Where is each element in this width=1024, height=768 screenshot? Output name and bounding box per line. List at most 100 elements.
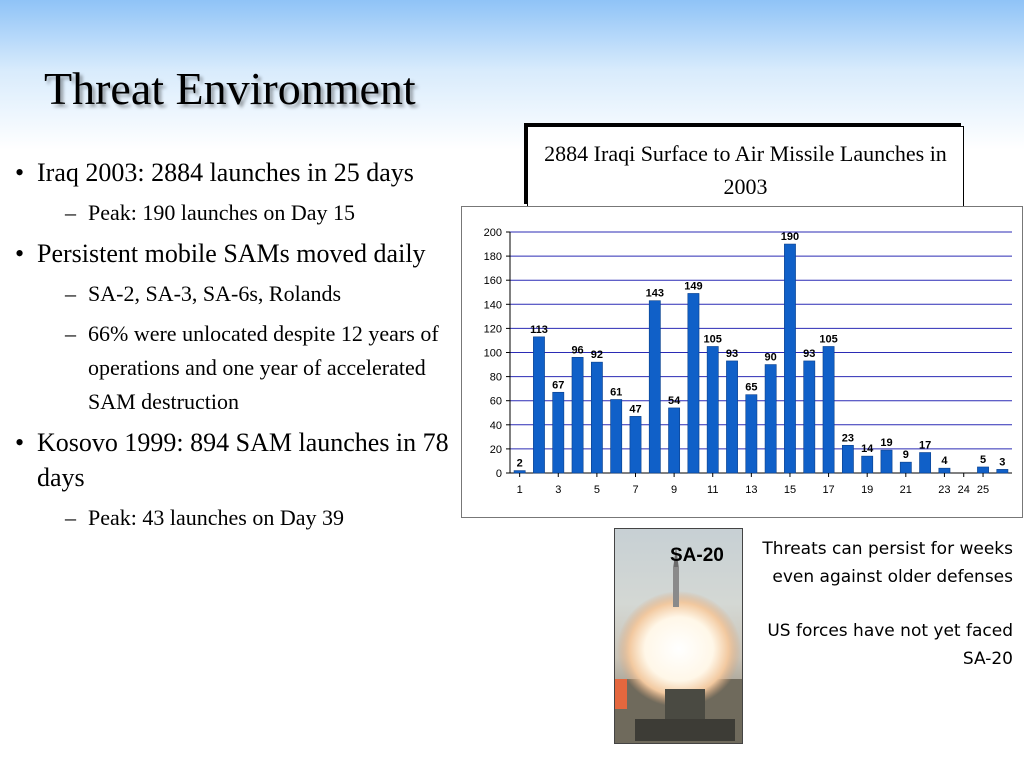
sub-bullet-sam-types-text: SA-2, SA-3, SA-6s, Rolands bbox=[88, 281, 342, 306]
data-label: 105 bbox=[819, 333, 837, 345]
bullet-iraq-text: Iraq 2003: 2884 launches in 25 days bbox=[37, 158, 414, 187]
x-tick-label: 19 bbox=[861, 484, 873, 496]
bar bbox=[764, 364, 777, 474]
data-label: 61 bbox=[610, 386, 622, 398]
sub-bullet-unlocated-text: 66% were unlocated despite 12 years of o… bbox=[88, 321, 439, 414]
chart-title: 2884 Iraqi Surface to Air Missile Launch… bbox=[527, 126, 964, 207]
sub-bullet-kosovo-peak-text: Peak: 43 launches on Day 39 bbox=[88, 505, 344, 530]
photo-label: SA-20 bbox=[670, 545, 724, 566]
x-tick-label: 7 bbox=[632, 484, 638, 496]
slide-title: Threat Environment bbox=[44, 63, 416, 114]
bar bbox=[861, 455, 874, 474]
missile-launch-illustration bbox=[615, 547, 742, 743]
data-label: 113 bbox=[530, 324, 548, 336]
bullet-mobile-sams: • Persistent mobile SAMs moved daily bbox=[15, 239, 426, 268]
bar bbox=[513, 470, 526, 474]
bar bbox=[841, 444, 854, 474]
bullet-list: • Iraq 2003: 2884 launches in 25 days – Pe… bbox=[10, 155, 450, 541]
bar bbox=[803, 360, 816, 474]
bar bbox=[726, 360, 738, 474]
side-note-persist: Threats can persist for weeks even again… bbox=[762, 539, 1013, 587]
sub-bullet-unlocated: –66% were unlocated despite 12 years of … bbox=[65, 321, 439, 414]
data-label: 90 bbox=[765, 352, 777, 364]
data-label: 54 bbox=[668, 395, 681, 407]
bar bbox=[880, 449, 893, 474]
bar bbox=[938, 467, 951, 474]
data-label: 9 bbox=[903, 449, 909, 461]
data-label: 47 bbox=[629, 403, 641, 415]
x-tick-label: 1 bbox=[517, 484, 523, 496]
x-tick-label: 3 bbox=[555, 484, 561, 496]
x-tick-label: 13 bbox=[745, 484, 757, 496]
x-tick-label: 11 bbox=[707, 484, 718, 496]
bar bbox=[706, 346, 719, 474]
bar bbox=[899, 461, 912, 474]
bar bbox=[571, 357, 584, 474]
data-label: 92 bbox=[591, 349, 603, 361]
sa20-photo: SA-20 bbox=[614, 528, 743, 744]
bullet-iraq: • Iraq 2003: 2884 launches in 25 days bbox=[15, 158, 414, 187]
y-tick-label: 120 bbox=[484, 323, 502, 335]
data-label: 93 bbox=[726, 348, 738, 360]
x-tick-label: 9 bbox=[671, 484, 677, 496]
bar bbox=[533, 336, 545, 474]
y-tick-label: 160 bbox=[484, 275, 502, 287]
bar bbox=[996, 469, 1009, 474]
bar bbox=[610, 399, 623, 474]
x-tick-label: 17 bbox=[822, 484, 834, 496]
data-label: 3 bbox=[999, 456, 1005, 468]
side-note: Threats can persist for weeks even again… bbox=[743, 535, 1013, 699]
data-label: 105 bbox=[704, 333, 722, 345]
data-label: 14 bbox=[861, 443, 874, 455]
data-label: 5 bbox=[980, 454, 986, 466]
chart-panel: 0 20 40 60 80 100 120 140 160 180 200 2 113 67 96 92 61 4… bbox=[461, 206, 1023, 518]
x-tick-label: 21 bbox=[900, 484, 912, 496]
data-label: 67 bbox=[552, 379, 564, 391]
x-tick-label: 5 bbox=[594, 484, 600, 496]
data-label: 65 bbox=[745, 382, 757, 394]
y-tick-label: 180 bbox=[484, 251, 502, 263]
y-tick-label: 200 bbox=[484, 227, 502, 239]
x-tick-label: 25 bbox=[977, 484, 989, 496]
data-label: 93 bbox=[803, 348, 815, 360]
data-label: 17 bbox=[919, 440, 931, 452]
x-tick-label: 15 bbox=[784, 484, 796, 496]
sub-bullet-iraq-peak-text: Peak: 190 launches on Day 15 bbox=[88, 200, 355, 225]
data-label: 2 bbox=[517, 458, 523, 470]
data-label: 96 bbox=[571, 344, 583, 356]
data-label: 149 bbox=[684, 280, 702, 292]
data-label: 23 bbox=[842, 432, 854, 444]
bar bbox=[668, 407, 681, 474]
bar bbox=[745, 394, 758, 474]
y-tick-label: 100 bbox=[484, 348, 502, 360]
bullet-mobile-sams-text: Persistent mobile SAMs moved daily bbox=[37, 239, 426, 268]
bullet-kosovo-text: Kosovo 1999: 894 SAM launches in 78 days bbox=[37, 428, 449, 492]
data-label: 4 bbox=[941, 455, 948, 467]
bar bbox=[784, 243, 796, 474]
data-label: 143 bbox=[646, 288, 664, 300]
y-tick-label: 0 bbox=[496, 468, 502, 480]
data-label: 190 bbox=[781, 231, 799, 243]
data-label: 19 bbox=[880, 437, 892, 449]
side-note-sa20: US forces have not yet faced SA-20 bbox=[767, 621, 1013, 669]
bar bbox=[552, 391, 565, 474]
sub-bullet-iraq-peak: – Peak: 190 launches on Day 15 bbox=[65, 200, 355, 225]
y-tick-label: 60 bbox=[490, 396, 502, 408]
bar bbox=[687, 293, 700, 474]
x-tick-label: 23 bbox=[938, 484, 950, 496]
y-tick-label: 40 bbox=[490, 420, 502, 432]
bar bbox=[977, 466, 989, 474]
bar bbox=[919, 452, 932, 474]
sub-bullet-sam-types: – SA-2, SA-3, SA-6s, Rolands bbox=[65, 281, 342, 306]
y-tick-label: 80 bbox=[490, 372, 502, 384]
bullet-kosovo: • Kosovo 1999: 894 SAM launches in 78 day… bbox=[15, 428, 449, 492]
bar bbox=[590, 361, 603, 474]
sub-bullet-kosovo-peak: – Peak: 43 launches on Day 39 bbox=[65, 505, 344, 530]
bar bbox=[629, 416, 642, 474]
bar bbox=[822, 346, 835, 474]
bar bbox=[648, 300, 661, 474]
x-tick-label: 24 bbox=[958, 484, 970, 496]
y-tick-label: 140 bbox=[484, 299, 502, 311]
y-tick-label: 20 bbox=[490, 444, 502, 456]
